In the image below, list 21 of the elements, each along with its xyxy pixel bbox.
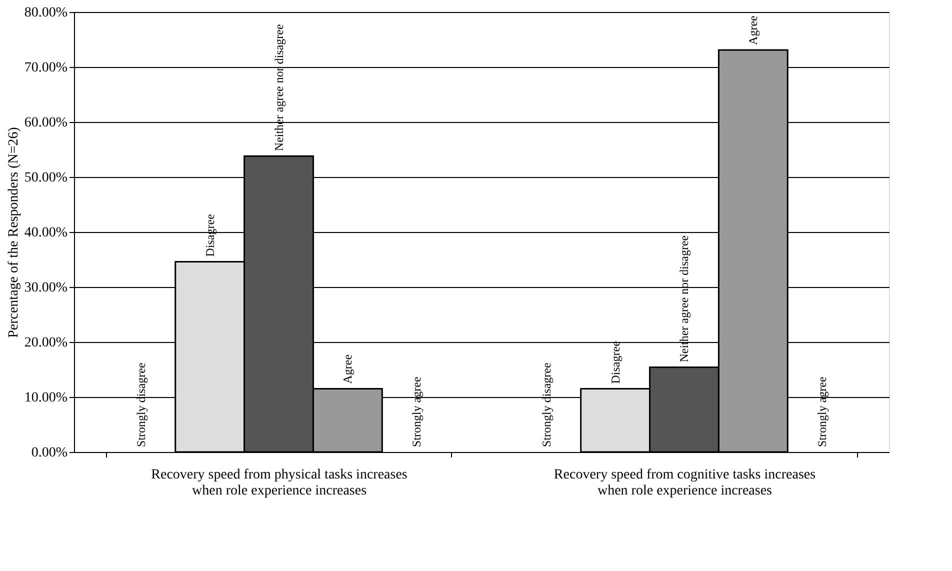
- text: Strongly agree: [815, 376, 830, 447]
- y-tick-label: 10.00%: [24, 390, 68, 406]
- text: Agree: [340, 354, 355, 384]
- y-tick-label: 20.00%: [24, 336, 68, 350]
- x-tick-label: Recovery speed from cognitive tasks increases when role experience increases: [554, 468, 816, 498]
- text: Disagree: [608, 341, 622, 384]
- y-tick-label: 30.00%: [24, 280, 68, 296]
- y-tick-label: 50.00%: [24, 170, 68, 186]
- x-tick-label: Recovery speed from physical tasks increases when role experience increases: [151, 468, 408, 498]
- y-tick-label: 70.00%: [24, 60, 68, 76]
- text: Disagree: [202, 214, 217, 257]
- y-tick-label: 80.00%: [24, 6, 68, 20]
- text: Agree: [746, 16, 760, 45]
- text: Strongly disagree: [539, 362, 554, 447]
- y-axis-title: Percentage of the Responders (N=26): [6, 126, 22, 338]
- y-tick-label: 0.00%: [31, 446, 68, 460]
- text: Strongly agree: [410, 376, 424, 447]
- text: Strongly disagree: [134, 362, 148, 447]
- y-tick-label: 60.00%: [24, 116, 68, 130]
- y-tick-label: 40.00%: [24, 226, 68, 240]
- text: Neither agree nor disagree: [272, 24, 286, 152]
